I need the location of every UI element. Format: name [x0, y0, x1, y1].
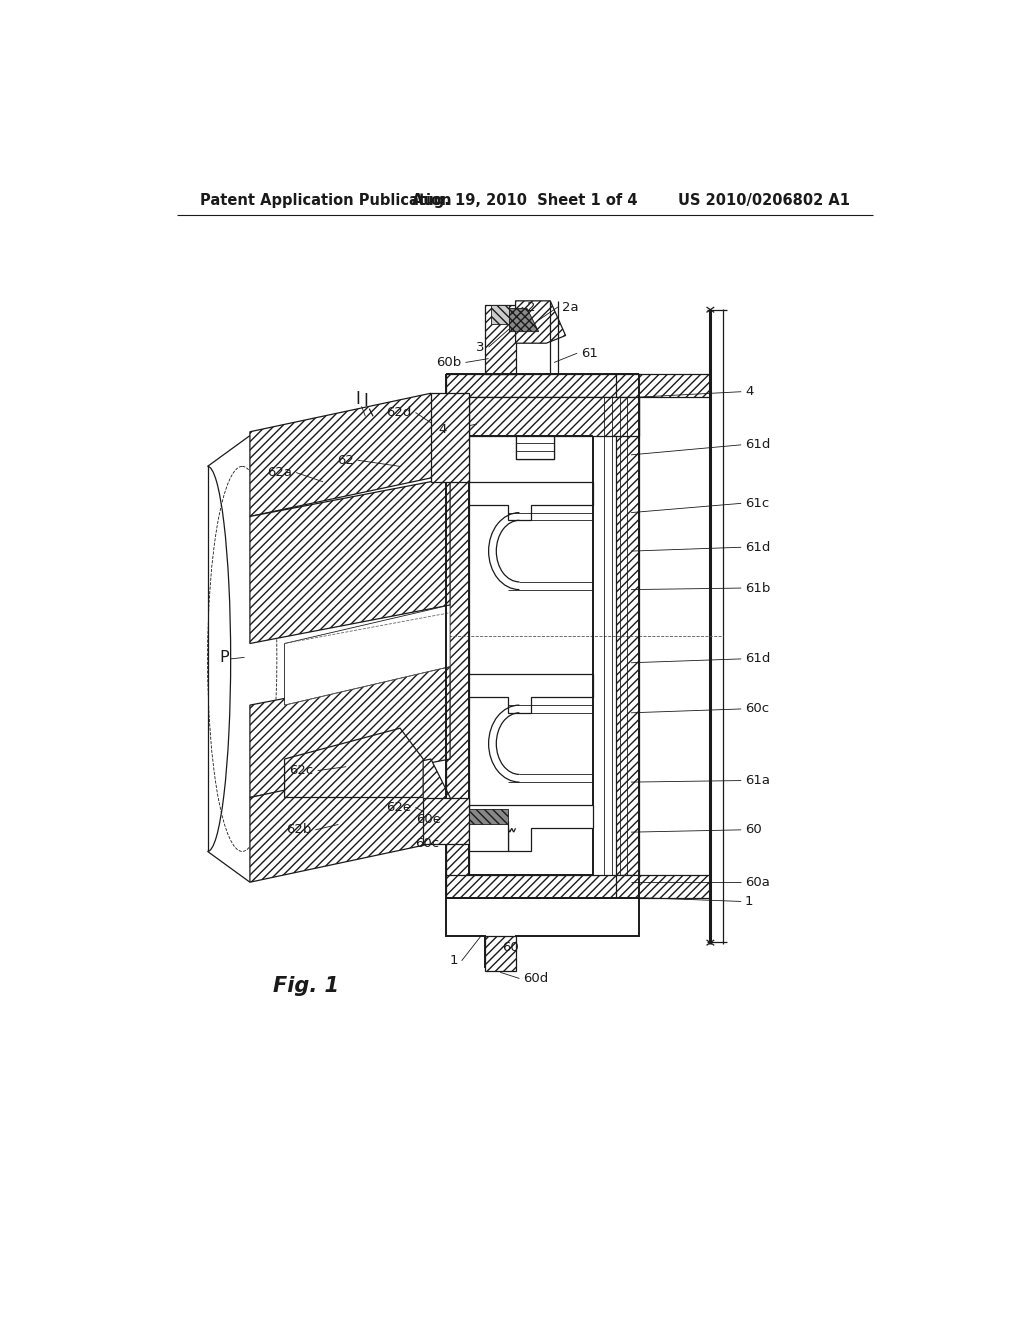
Text: P: P: [220, 649, 229, 665]
Polygon shape: [285, 729, 423, 797]
Text: 60: 60: [502, 941, 518, 954]
Polygon shape: [469, 482, 593, 520]
Text: 4: 4: [745, 385, 754, 399]
Polygon shape: [515, 301, 565, 343]
Text: I: I: [355, 389, 360, 408]
Text: 62d: 62d: [386, 407, 412, 418]
Text: 61d: 61d: [745, 652, 770, 665]
Polygon shape: [484, 305, 515, 374]
Text: 60: 60: [745, 824, 762, 837]
Text: 62c: 62c: [290, 764, 313, 777]
Text: 2: 2: [527, 301, 536, 314]
Polygon shape: [250, 667, 451, 797]
Text: 60a: 60a: [745, 875, 770, 888]
Text: 61d: 61d: [745, 541, 770, 554]
Text: 62a: 62a: [267, 466, 292, 479]
Text: 61b: 61b: [745, 582, 770, 594]
Text: 61c: 61c: [745, 496, 769, 510]
Text: 62e: 62e: [386, 801, 412, 814]
Text: 61d: 61d: [745, 438, 770, 451]
Text: 60c: 60c: [745, 702, 769, 715]
Polygon shape: [250, 478, 451, 644]
Text: Aug. 19, 2010  Sheet 1 of 4: Aug. 19, 2010 Sheet 1 of 4: [412, 193, 638, 209]
Polygon shape: [446, 874, 639, 898]
Polygon shape: [250, 393, 451, 516]
Polygon shape: [615, 874, 711, 898]
Polygon shape: [446, 374, 469, 898]
Text: 62b: 62b: [286, 824, 311, 837]
Text: 1: 1: [450, 954, 458, 968]
Polygon shape: [509, 309, 539, 331]
Polygon shape: [446, 374, 639, 397]
Text: 1: 1: [745, 895, 754, 908]
Text: 60c: 60c: [415, 837, 439, 850]
Text: US 2010/0206802 A1: US 2010/0206802 A1: [678, 193, 850, 209]
Text: 61: 61: [581, 347, 598, 360]
Text: 3: 3: [476, 341, 484, 354]
Polygon shape: [469, 805, 593, 851]
Text: Fig. 1: Fig. 1: [273, 977, 339, 997]
Polygon shape: [431, 393, 469, 482]
Polygon shape: [615, 374, 639, 898]
Text: 61a: 61a: [745, 774, 770, 787]
Text: Patent Application Publication: Patent Application Publication: [200, 193, 452, 209]
Polygon shape: [615, 374, 711, 397]
Polygon shape: [469, 675, 593, 713]
Polygon shape: [469, 821, 508, 851]
Text: 60e: 60e: [416, 813, 441, 825]
Text: I: I: [362, 392, 368, 411]
Text: 2a: 2a: [562, 301, 579, 314]
Polygon shape: [484, 936, 515, 970]
Polygon shape: [285, 605, 451, 705]
Polygon shape: [250, 759, 451, 882]
Polygon shape: [469, 397, 639, 459]
Polygon shape: [515, 436, 554, 459]
Polygon shape: [423, 797, 469, 843]
Text: 62: 62: [337, 454, 354, 467]
Polygon shape: [490, 305, 509, 323]
Polygon shape: [469, 809, 508, 825]
Text: 60b: 60b: [436, 356, 462, 370]
Text: 4: 4: [438, 422, 446, 436]
Text: 60d: 60d: [523, 972, 549, 985]
Polygon shape: [446, 898, 639, 966]
